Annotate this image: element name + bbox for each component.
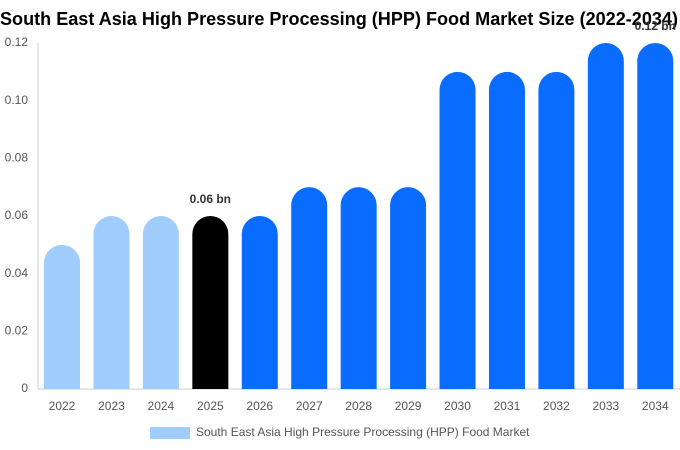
bar: [340, 187, 377, 389]
x-tick-label: 2024: [148, 399, 175, 413]
bar: [439, 71, 476, 389]
bar: [291, 187, 328, 389]
y-tick-label: 0.12: [5, 35, 29, 49]
bar: [93, 216, 130, 389]
x-tick-label: 2025: [197, 399, 224, 413]
value-label: 0.06 bn: [190, 192, 231, 206]
x-tick-label: 2034: [642, 399, 669, 413]
x-tick-label: 2032: [543, 399, 570, 413]
legend-swatch: [150, 427, 190, 439]
value-label: 0.12 bn: [635, 19, 676, 33]
x-tick-label: 2030: [444, 399, 471, 413]
bar: [44, 244, 81, 389]
y-tick-label: 0.08: [5, 151, 29, 165]
y-tick-label: 0: [21, 381, 28, 395]
x-tick-label: 2027: [296, 399, 323, 413]
x-tick-label: 2031: [494, 399, 521, 413]
x-tick-label: 2026: [246, 399, 273, 413]
legend-label: South East Asia High Pressure Processing…: [196, 425, 530, 439]
bar: [587, 43, 624, 389]
x-tick-label: 2029: [395, 399, 422, 413]
y-tick-label: 0.06: [5, 208, 29, 222]
x-tick-label: 2022: [49, 399, 76, 413]
bar: [142, 216, 179, 389]
bar: [538, 71, 575, 389]
bar: [488, 71, 525, 389]
x-tick-label: 2028: [345, 399, 372, 413]
bar: [637, 43, 674, 389]
bar: [192, 216, 229, 389]
bar: [241, 216, 278, 389]
y-tick-label: 0.10: [5, 93, 29, 107]
x-tick-label: 2023: [98, 399, 125, 413]
chart-title: South East Asia High Pressure Processing…: [0, 9, 678, 29]
y-tick-label: 0.02: [5, 324, 29, 338]
y-tick-label: 0.04: [5, 266, 29, 280]
bar: [390, 187, 427, 389]
x-tick-label: 2033: [592, 399, 619, 413]
